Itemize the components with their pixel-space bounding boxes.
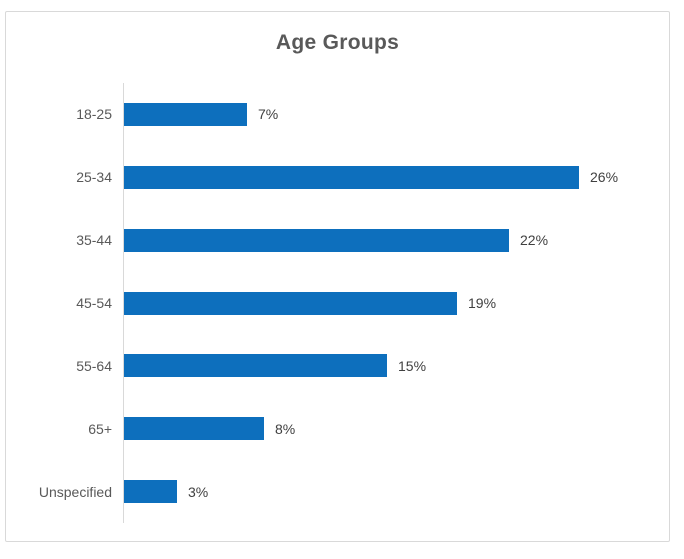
category-label: 25-34 <box>76 169 112 186</box>
category-label: 35-44 <box>76 232 112 249</box>
bar <box>124 480 177 504</box>
bar <box>124 354 387 378</box>
bar-row: 35-44 22% <box>6 209 669 272</box>
value-label: 19% <box>468 295 497 311</box>
bar <box>124 291 457 315</box>
chart-title: Age Groups <box>275 31 400 54</box>
bar-row: 25-34 26% <box>6 146 669 209</box>
category-label: 65+ <box>88 420 112 437</box>
chart-container: Age Groups 18-25 7% 25-34 26% 35-44 22% 45-54 1… <box>5 11 670 542</box>
bar-rows: 18-25 7% 25-34 26% 35-44 22% 45-54 19% 55-64 15% 6… <box>6 83 669 523</box>
bar-row: 65+ 8% <box>6 397 669 460</box>
category-label: Unspecified <box>38 483 112 500</box>
bar <box>124 165 579 189</box>
category-label: 18-25 <box>76 106 112 123</box>
bar-row: 45-54 19% <box>6 272 669 335</box>
bar-row: 55-64 15% <box>6 334 669 397</box>
value-label: 22% <box>520 232 549 249</box>
bar <box>124 228 509 252</box>
value-label: 15% <box>398 357 427 374</box>
value-label: 26% <box>590 169 619 186</box>
category-axis-line <box>123 83 124 523</box>
value-label: 7% <box>258 106 279 123</box>
bar <box>124 102 247 126</box>
category-label: 45-54 <box>76 295 112 311</box>
bar <box>124 417 264 441</box>
plot-area: 18-25 7% 25-34 26% 35-44 22% 45-54 19% 55-64 15% 6… <box>6 83 669 523</box>
category-label: 55-64 <box>76 357 112 374</box>
bar-row: 18-25 7% <box>6 83 669 146</box>
value-label: 3% <box>188 483 209 500</box>
bar-row: Unspecified 3% <box>6 460 669 523</box>
value-label: 8% <box>275 420 296 437</box>
